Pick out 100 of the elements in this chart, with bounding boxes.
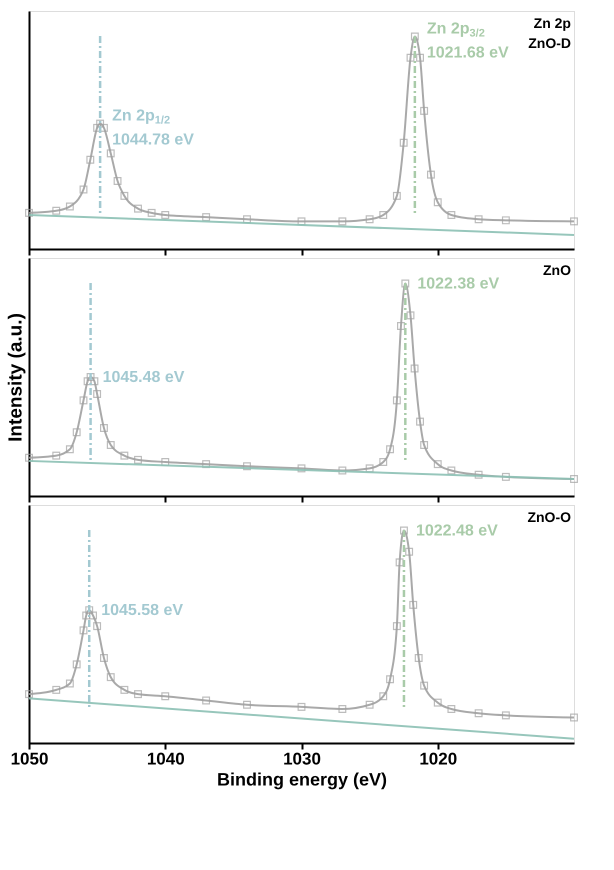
point bbox=[298, 464, 306, 472]
point bbox=[416, 418, 424, 426]
annotation: ZnO-D bbox=[528, 35, 571, 51]
point bbox=[80, 396, 88, 404]
ref-line-label: 1022.38 eV bbox=[417, 276, 500, 292]
x-tick-label: 1050 bbox=[10, 750, 48, 768]
point bbox=[474, 470, 483, 479]
point bbox=[100, 424, 108, 432]
point bbox=[93, 390, 102, 398]
point bbox=[570, 217, 578, 226]
text: ZnO bbox=[543, 262, 572, 278]
ref-line-label: 1045.58 eV bbox=[101, 602, 184, 620]
point bbox=[386, 675, 394, 684]
point bbox=[52, 206, 60, 215]
point bbox=[392, 192, 401, 200]
point bbox=[298, 702, 306, 711]
point bbox=[338, 217, 346, 226]
point bbox=[120, 192, 128, 200]
point bbox=[25, 454, 33, 462]
point bbox=[366, 215, 374, 224]
point bbox=[338, 466, 346, 474]
point bbox=[420, 682, 428, 690]
point bbox=[202, 213, 210, 222]
point bbox=[502, 711, 510, 720]
point bbox=[96, 120, 104, 128]
point bbox=[93, 622, 102, 630]
point bbox=[474, 215, 483, 224]
point bbox=[400, 526, 408, 534]
point bbox=[89, 612, 97, 620]
point bbox=[243, 700, 251, 709]
point bbox=[72, 428, 81, 436]
point bbox=[100, 654, 108, 662]
point bbox=[86, 373, 95, 381]
point bbox=[338, 705, 346, 713]
point bbox=[420, 441, 428, 449]
point bbox=[379, 692, 388, 700]
point bbox=[366, 700, 374, 709]
point bbox=[106, 441, 115, 449]
point bbox=[396, 558, 404, 566]
point bbox=[434, 698, 442, 707]
point bbox=[397, 322, 405, 330]
point bbox=[434, 460, 442, 468]
point bbox=[379, 458, 388, 466]
x-tick-label: 1020 bbox=[419, 750, 458, 768]
point bbox=[434, 198, 442, 206]
point bbox=[72, 660, 81, 668]
point bbox=[134, 690, 142, 698]
point bbox=[52, 452, 60, 460]
point bbox=[426, 170, 435, 179]
point bbox=[202, 696, 210, 704]
point bbox=[80, 186, 88, 194]
x-tick-label: 1030 bbox=[283, 750, 321, 768]
point bbox=[243, 462, 251, 470]
x-tick-label: 1040 bbox=[146, 750, 185, 768]
point bbox=[52, 686, 60, 694]
point bbox=[405, 548, 414, 556]
point bbox=[401, 280, 410, 288]
point bbox=[409, 600, 418, 609]
point bbox=[414, 654, 423, 662]
point bbox=[66, 202, 74, 210]
point bbox=[502, 216, 510, 224]
point bbox=[25, 690, 33, 698]
point bbox=[100, 124, 108, 132]
point bbox=[202, 460, 210, 468]
point bbox=[82, 612, 90, 620]
point bbox=[85, 606, 94, 614]
point bbox=[447, 466, 456, 474]
point bbox=[86, 156, 94, 164]
point bbox=[386, 445, 394, 454]
point bbox=[161, 211, 170, 219]
point bbox=[93, 124, 102, 132]
point bbox=[106, 149, 115, 158]
point bbox=[392, 622, 401, 630]
point bbox=[114, 177, 122, 185]
point bbox=[134, 204, 142, 213]
point bbox=[420, 106, 428, 115]
point bbox=[570, 714, 578, 722]
point bbox=[379, 211, 388, 219]
point bbox=[148, 208, 156, 217]
point bbox=[392, 396, 401, 404]
ref-line-label: 1045.48 eV bbox=[102, 369, 185, 386]
point bbox=[90, 377, 98, 386]
point bbox=[66, 680, 74, 688]
point bbox=[400, 138, 408, 147]
point bbox=[161, 692, 170, 700]
point bbox=[410, 32, 419, 40]
point bbox=[410, 364, 419, 372]
point bbox=[474, 709, 483, 718]
point bbox=[570, 475, 578, 483]
text: ZnO-O bbox=[527, 509, 572, 525]
point bbox=[416, 54, 424, 62]
point bbox=[502, 472, 510, 481]
text: Zn 2p bbox=[534, 15, 571, 31]
point bbox=[120, 452, 128, 460]
point bbox=[447, 705, 456, 713]
point bbox=[134, 456, 142, 464]
point bbox=[66, 445, 74, 454]
point bbox=[447, 211, 456, 219]
x-axis-title: Binding energy (eV) bbox=[216, 770, 388, 790]
point bbox=[406, 311, 414, 320]
